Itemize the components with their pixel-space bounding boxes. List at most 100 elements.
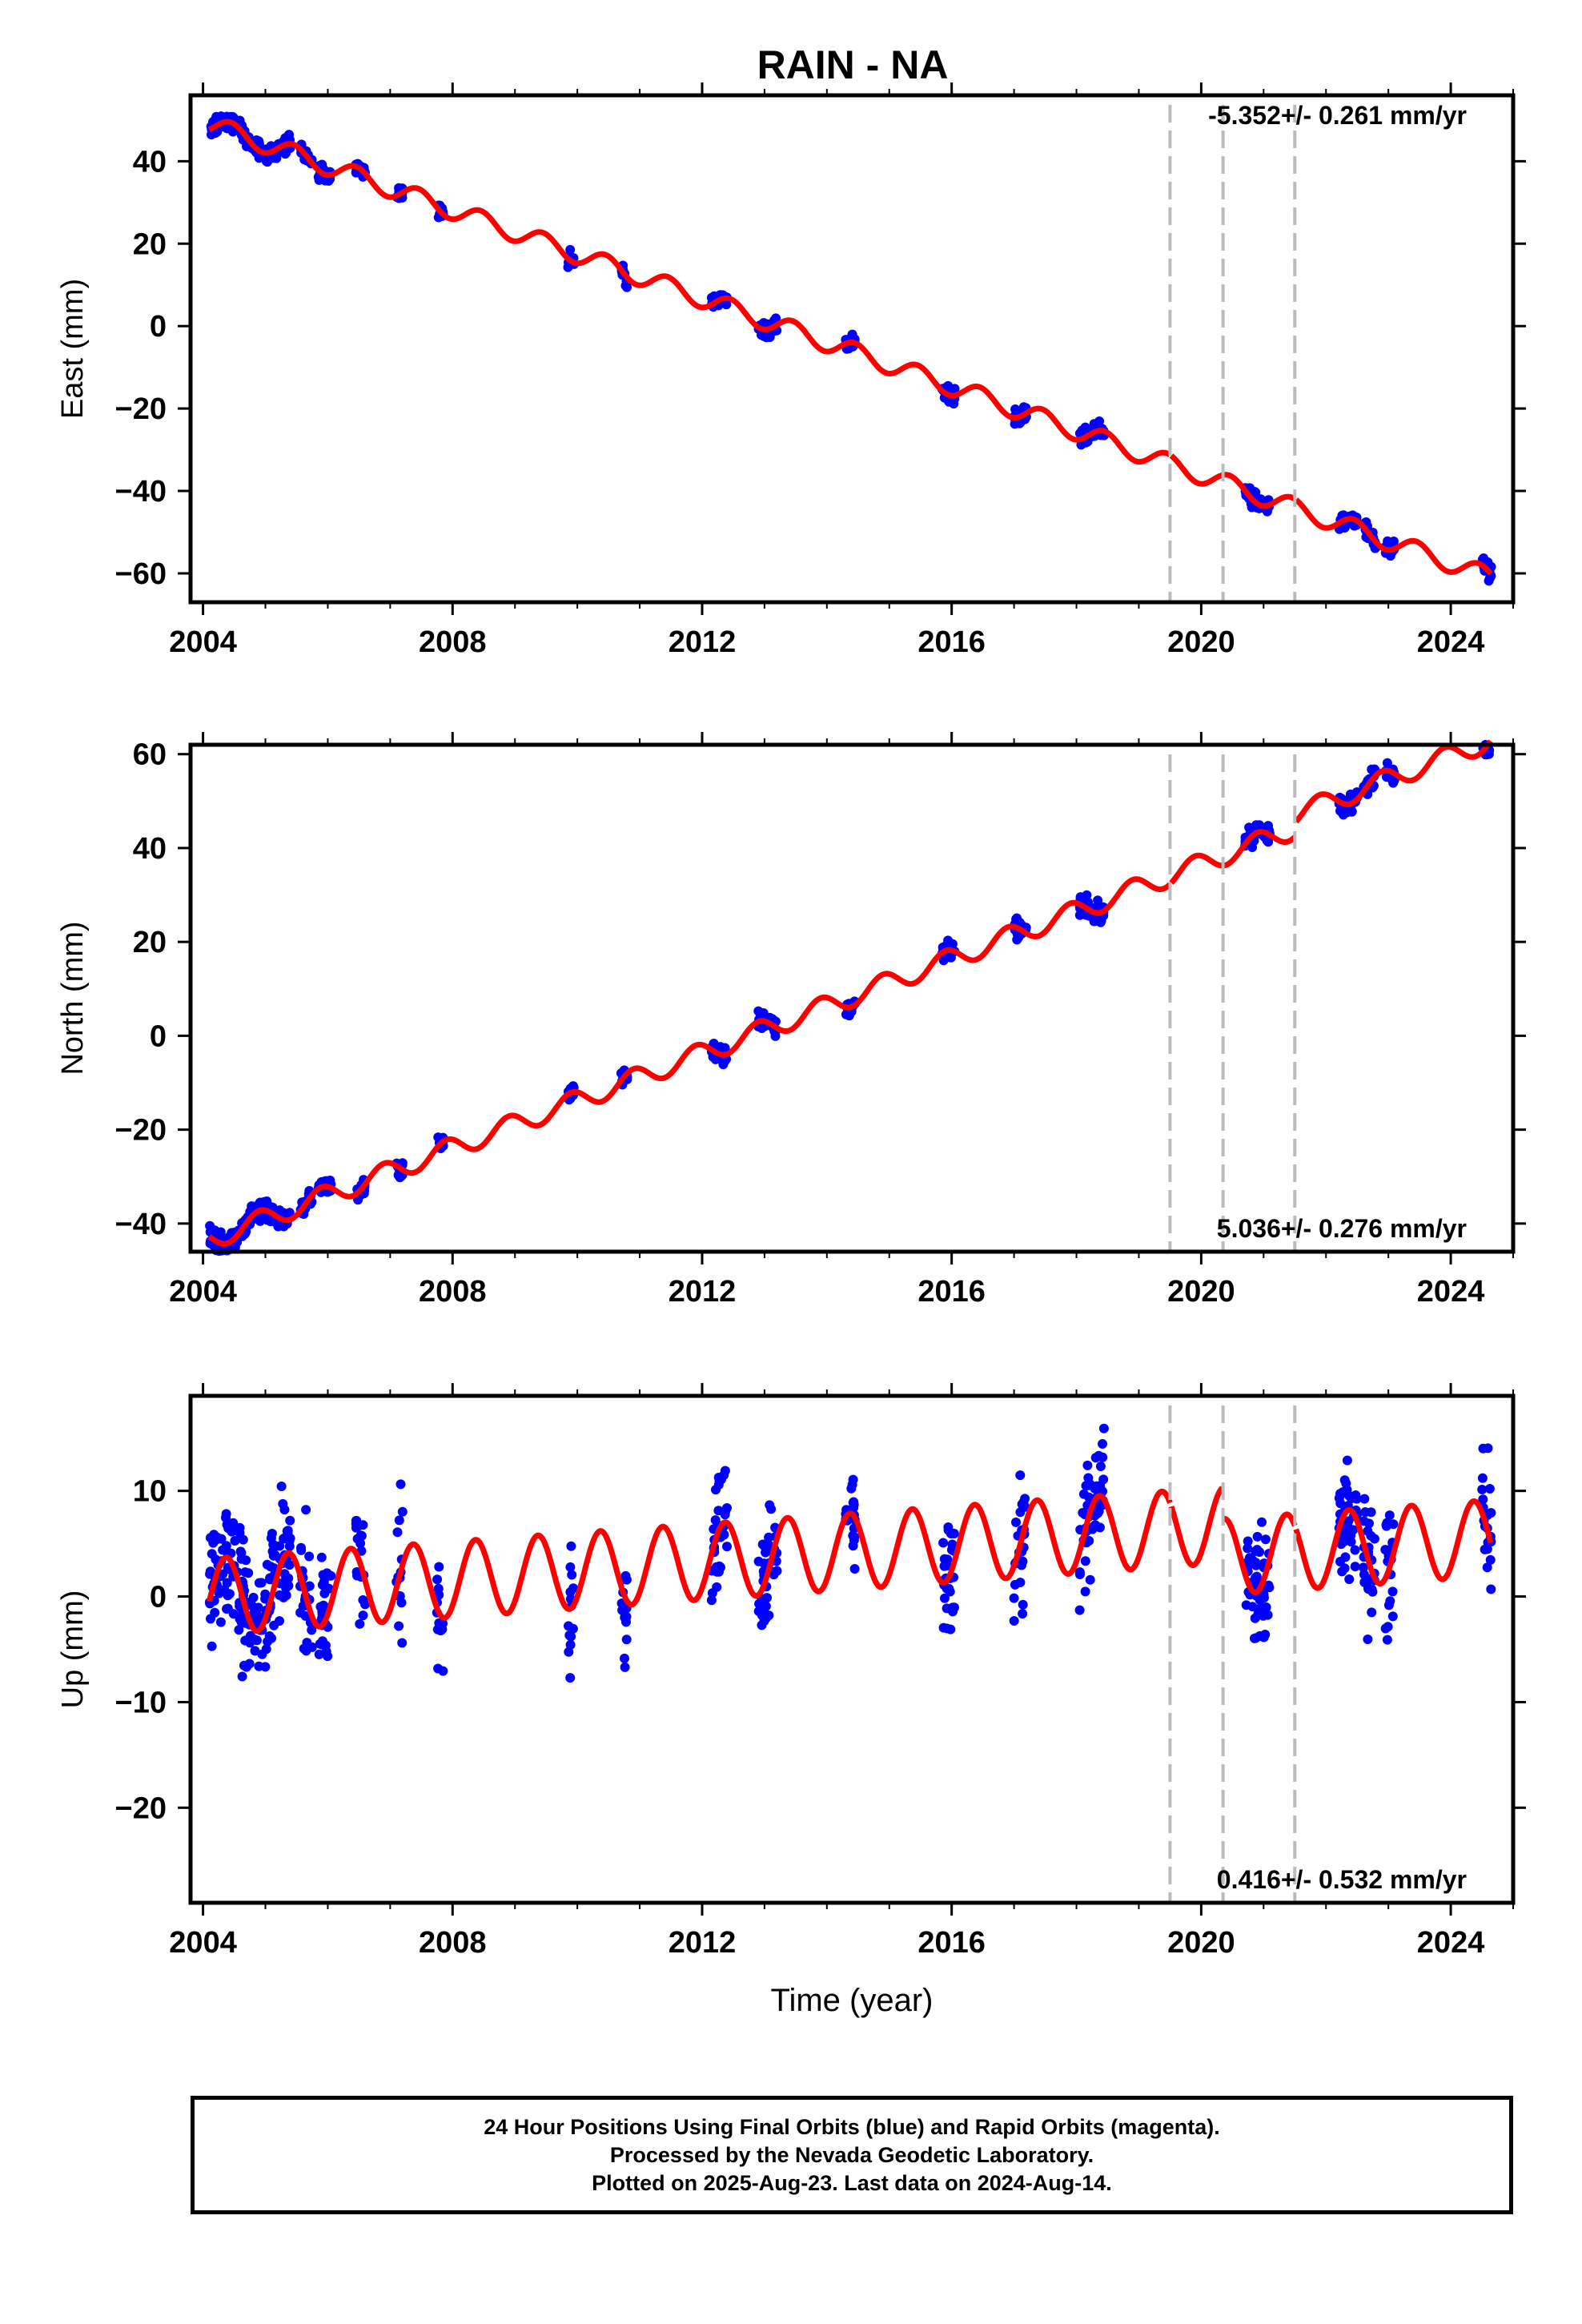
data-point xyxy=(1367,1607,1377,1618)
data-point xyxy=(314,1649,324,1659)
data-point xyxy=(763,1539,773,1550)
data-point xyxy=(279,1569,290,1579)
data-point xyxy=(1381,1520,1391,1530)
data-point xyxy=(1359,1562,1368,1573)
data-point xyxy=(1342,1455,1352,1466)
x-tick-label: 2004 xyxy=(169,1926,237,1960)
data-point xyxy=(1009,1593,1019,1603)
y-axis-label: North (mm) xyxy=(56,921,90,1075)
data-point xyxy=(1251,1571,1262,1582)
x-tick-label: 2008 xyxy=(419,625,487,659)
data-point xyxy=(566,1631,576,1642)
data-point xyxy=(261,1644,271,1655)
data-point xyxy=(1363,1634,1373,1644)
data-point xyxy=(722,1542,732,1552)
data-point xyxy=(1082,1460,1093,1470)
data-point xyxy=(1335,1498,1346,1509)
data-point xyxy=(392,1527,403,1538)
data-point xyxy=(250,1646,260,1656)
data-point xyxy=(720,1466,730,1476)
data-point xyxy=(1252,1531,1263,1542)
model-curve xyxy=(1222,472,1297,509)
data-point xyxy=(281,147,291,158)
data-point xyxy=(283,131,294,141)
data-point xyxy=(1074,1570,1085,1579)
model-curve xyxy=(1294,497,1493,576)
data-point xyxy=(761,1601,771,1611)
data-point xyxy=(254,1661,264,1671)
chart-title: RAIN - NA xyxy=(757,42,949,87)
y-axis-label: East (mm) xyxy=(56,279,90,419)
x-tick-label: 2020 xyxy=(1167,625,1235,659)
data-point xyxy=(620,1662,630,1672)
footer-line-2: Processed by the Nevada Geodetic Laborat… xyxy=(609,2142,1094,2167)
x-tick-label: 2004 xyxy=(169,1275,237,1309)
data-point xyxy=(1260,1534,1271,1545)
data-point xyxy=(301,1505,311,1515)
data-point xyxy=(1257,1517,1267,1527)
data-point xyxy=(1074,1605,1085,1615)
data-point xyxy=(943,380,954,391)
data-point xyxy=(766,1504,777,1514)
data-point xyxy=(720,1056,730,1067)
data-point xyxy=(229,1526,239,1536)
data-point xyxy=(1477,1485,1488,1494)
data-point xyxy=(847,329,857,340)
data-point xyxy=(304,1581,315,1591)
model-curve xyxy=(1222,829,1297,869)
panel-up: 2004 2008 2012 2016 2020 2024 −20 −10 0 10 Up (mm)… xyxy=(56,1383,1526,2018)
data-point xyxy=(1350,1562,1360,1572)
data-point xyxy=(946,1529,956,1538)
y-tick-label: −20 xyxy=(115,392,167,426)
x-axis-label: Time (year) xyxy=(771,1983,934,2018)
data-point xyxy=(265,1574,275,1585)
y-tick-label: −20 xyxy=(115,1791,167,1825)
data-point xyxy=(1478,1494,1488,1505)
data-point xyxy=(1484,576,1494,586)
data-point xyxy=(211,114,221,124)
data-point xyxy=(318,1570,328,1580)
data-point xyxy=(1084,1492,1094,1502)
data-point xyxy=(1339,522,1350,533)
y-tick-label: 60 xyxy=(133,738,167,772)
data-point xyxy=(564,1621,573,1631)
data-point xyxy=(207,1641,217,1651)
y-tick-label: 10 xyxy=(133,1475,167,1509)
y-tick-label: 0 xyxy=(150,310,167,344)
data-point xyxy=(1081,1481,1091,1491)
rate-label: 5.036+/- 0.276 mm/yr xyxy=(1217,1214,1467,1243)
data-point xyxy=(1359,1494,1370,1504)
data-point xyxy=(1094,1450,1104,1461)
data-point xyxy=(358,1595,368,1605)
data-point xyxy=(710,1515,721,1526)
data-point xyxy=(432,1574,443,1585)
data-point xyxy=(1482,1562,1492,1573)
data-point xyxy=(221,1509,231,1519)
data-point xyxy=(317,1639,327,1650)
data-point xyxy=(946,1624,956,1634)
panel-east: 2004 2008 2012 2016 2020 2024 −60 −40 −20 0 20 40 Ea… xyxy=(56,82,1526,659)
x-tick-label: 2008 xyxy=(419,1926,487,1960)
y-axis-label: Up (mm) xyxy=(56,1590,90,1709)
data-point xyxy=(1085,1574,1095,1585)
data-point xyxy=(234,1625,244,1635)
data-point xyxy=(1015,1507,1026,1518)
data-point xyxy=(326,1570,336,1581)
data-point xyxy=(228,1609,239,1619)
data-point xyxy=(1015,1470,1026,1481)
data-point xyxy=(356,1530,367,1541)
data-point xyxy=(1384,1510,1395,1521)
model-curve xyxy=(1222,1511,1298,1596)
data-point xyxy=(1388,1519,1399,1530)
data-point xyxy=(1338,809,1348,818)
data-point xyxy=(765,332,775,342)
data-point xyxy=(1018,1497,1029,1507)
data-point xyxy=(622,282,632,292)
data-point xyxy=(1018,1599,1028,1610)
data-point xyxy=(1093,895,1103,906)
data-point xyxy=(222,1578,232,1588)
data-point xyxy=(254,1578,264,1588)
data-point xyxy=(1336,1539,1347,1550)
data-point xyxy=(1350,1545,1360,1555)
